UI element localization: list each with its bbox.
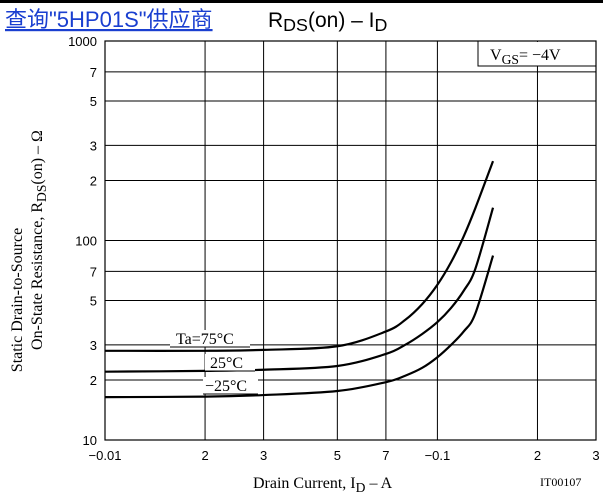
y-tick-label: 1000	[68, 34, 97, 49]
y-tick-label: 2	[90, 373, 97, 388]
condition: VGS= −4V	[490, 47, 561, 67]
subscript: D	[356, 480, 366, 495]
subscript: DS	[283, 15, 308, 35]
y-tick-label: 2	[90, 173, 97, 188]
y-tick-label: 7	[90, 264, 97, 279]
series-label: Ta=75°C	[176, 331, 234, 348]
y-tick-label: 5	[90, 294, 97, 309]
text-part: R	[268, 9, 283, 32]
text-part: (on) – I	[308, 9, 375, 32]
x-tick-label: 5	[334, 448, 341, 463]
condition-border	[477, 41, 596, 67]
label-bg	[170, 330, 250, 347]
x-tick-label: −0.1	[425, 448, 451, 463]
subscript: DS	[34, 185, 49, 202]
link[interactable]: 查询"5HP01S"供应商	[5, 7, 213, 32]
top-bar	[0, 0, 603, 3]
series-line	[104, 160, 495, 352]
figure-code: IT00107	[540, 475, 581, 489]
plot-frame	[104, 40, 597, 441]
x-tick-label: 2	[534, 448, 541, 463]
plot: −0.01 2 3 5 7 −0.1 2 3 10 2 3 5 7 100 2 3 5 7 1000 Ta=75°C 2…	[9, 34, 600, 495]
text-part: – A	[365, 475, 392, 492]
x-tick-label: 2	[201, 448, 208, 463]
x-tick-label: 3	[592, 448, 599, 463]
series-label: −25°C	[205, 378, 247, 395]
y-tick-label: 10	[83, 433, 97, 448]
text-part: V	[490, 47, 502, 64]
y-axis-label: On-State Resistance, RDS(on) – Ω	[29, 130, 49, 350]
y-axis-label: Static Drain-to-Source	[9, 228, 26, 372]
series-label: 25°C	[210, 355, 243, 372]
y-tick-label: 7	[90, 65, 97, 80]
x-tick-label: −0.01	[89, 448, 122, 463]
x-tick-label: 7	[382, 448, 389, 463]
condition-box	[478, 42, 595, 66]
label-bg	[203, 377, 258, 394]
text-part: On-State Resistance, R	[29, 202, 46, 350]
chart-title: RDS(on) – ID	[268, 9, 388, 35]
x-axis-label: Drain Current, ID – A	[253, 475, 393, 495]
text-part: = −4V	[519, 47, 561, 64]
y-tick-label: 3	[90, 338, 97, 353]
subscript: GS	[502, 52, 519, 67]
x-tick-label: 3	[260, 448, 267, 463]
subscript: D	[375, 15, 388, 35]
text-part: (on) – Ω	[29, 130, 46, 185]
text-part: Drain Current, I	[253, 475, 356, 492]
y-tick-label: 5	[90, 94, 97, 109]
y-tick-label: 100	[75, 234, 97, 249]
y-tick-label: 3	[90, 138, 97, 153]
label-bg	[205, 354, 255, 371]
series-line	[104, 255, 495, 399]
